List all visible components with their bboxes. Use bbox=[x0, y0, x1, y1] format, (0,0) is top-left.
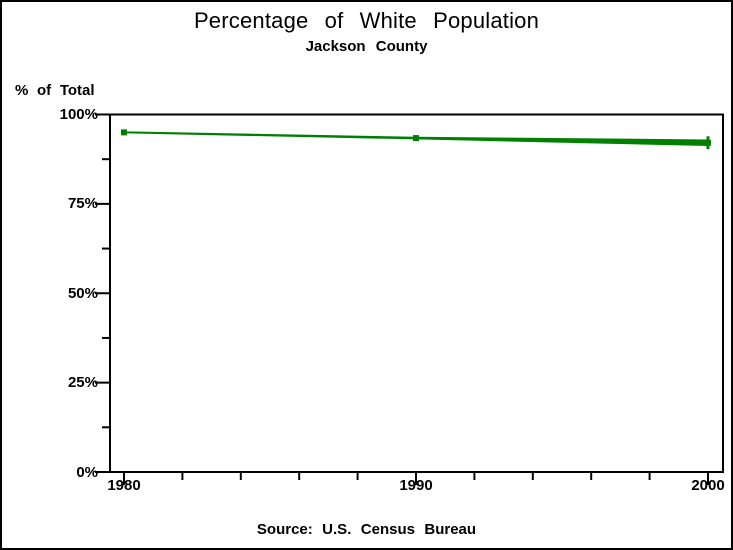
source-note: Source: U.S. Census Bureau bbox=[256, 521, 477, 538]
chart-title: Percentage of White Population bbox=[193, 8, 540, 33]
y-tick-label-50: 50% bbox=[67, 284, 98, 302]
y-tick-label-75: 75% bbox=[67, 195, 98, 213]
y-tick-label-25: 25% bbox=[67, 374, 98, 392]
y-tick-label-0: 0% bbox=[76, 463, 98, 481]
chart-subtitle: Jackson County bbox=[305, 38, 428, 55]
x-tick-label-1990: 1990 bbox=[399, 477, 433, 494]
y-tick-label-100: 100% bbox=[59, 106, 98, 123]
x-tick-label-1980: 1980 bbox=[107, 477, 141, 494]
x-tick-label-2000: 2000 bbox=[691, 477, 725, 494]
y-axis-title: % of Total bbox=[15, 82, 95, 99]
